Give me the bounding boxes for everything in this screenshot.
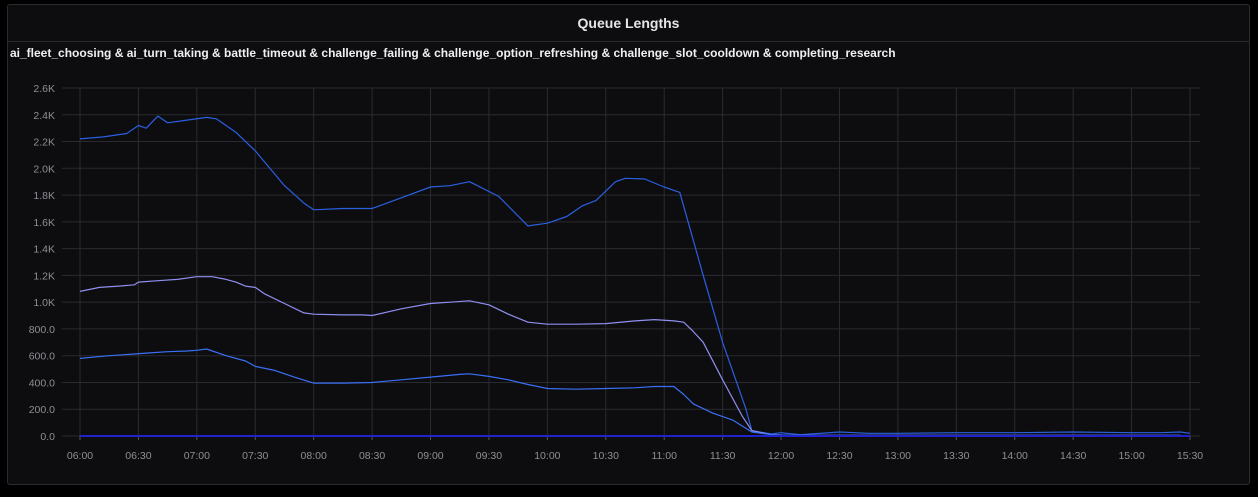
y-tick-label: 600.0 [29, 351, 55, 363]
y-tick-label: 400.0 [29, 377, 55, 389]
x-tick-label: 12:00 [768, 450, 794, 462]
y-tick-label: 2.2K [33, 137, 55, 149]
y-tick-label: 1.0K [33, 297, 55, 309]
series-label: ai_fleet_choosing & ai_turn_taking & bat… [10, 46, 896, 60]
x-tick-label: 12:30 [826, 450, 852, 462]
y-tick-label: 0.0 [40, 431, 55, 443]
series-line-3 [79, 348, 1181, 436]
x-tick-label: 15:00 [1118, 450, 1144, 462]
y-tick-label: 1.4K [33, 244, 55, 256]
series-line-2 [79, 276, 1181, 436]
x-tick-label: 07:00 [184, 450, 210, 462]
x-axis: 06:00 06:30 07:00 07:30 08:00 08:30 09:00 09:30… [67, 436, 1203, 462]
x-tick-label: 11:00 [651, 450, 677, 462]
x-tick-label: 06:30 [125, 450, 151, 462]
x-tick-label: 14:00 [1002, 450, 1028, 462]
x-tick-label: 08:30 [359, 450, 385, 462]
x-tick-label: 08:00 [301, 450, 327, 462]
y-tick-label: 800.0 [29, 324, 55, 336]
x-tick-label: 13:00 [885, 450, 911, 462]
panel-title: Queue Lengths [577, 15, 680, 31]
x-tick-label: 09:30 [476, 450, 502, 462]
x-tick-label: 13:30 [943, 450, 969, 462]
x-tick-label: 06:00 [67, 450, 93, 462]
grid-layer [62, 87, 1200, 437]
x-tick-label: 07:30 [242, 450, 268, 462]
queue-lengths-panel: Queue Lengths [7, 4, 1250, 485]
x-tick-label: 15:30 [1177, 450, 1203, 462]
y-tick-label: 2.0K [33, 163, 55, 175]
y-tick-label: 1.2K [33, 270, 55, 282]
y-tick-label: 200.0 [29, 404, 55, 416]
x-tick-label: 10:00 [534, 450, 560, 462]
series-layer [79, 115, 1191, 437]
x-tick-label: 11:30 [710, 450, 736, 462]
y-tick-label: 2.6K [33, 83, 55, 95]
series-line-1 [79, 115, 1191, 436]
y-axis: 0.0 200.0 400.0 600.0 800.0 1.0K 1.2K 1.4K 1.6K 1… [29, 83, 55, 443]
x-tick-label: 09:00 [417, 450, 443, 462]
x-tick-label: 14:30 [1060, 450, 1086, 462]
y-tick-label: 2.4K [33, 110, 55, 122]
y-tick-label: 1.6K [33, 217, 55, 229]
x-tick-label: 10:30 [593, 450, 619, 462]
y-tick-label: 1.8K [33, 190, 55, 202]
panel-header: Queue Lengths [8, 5, 1249, 42]
